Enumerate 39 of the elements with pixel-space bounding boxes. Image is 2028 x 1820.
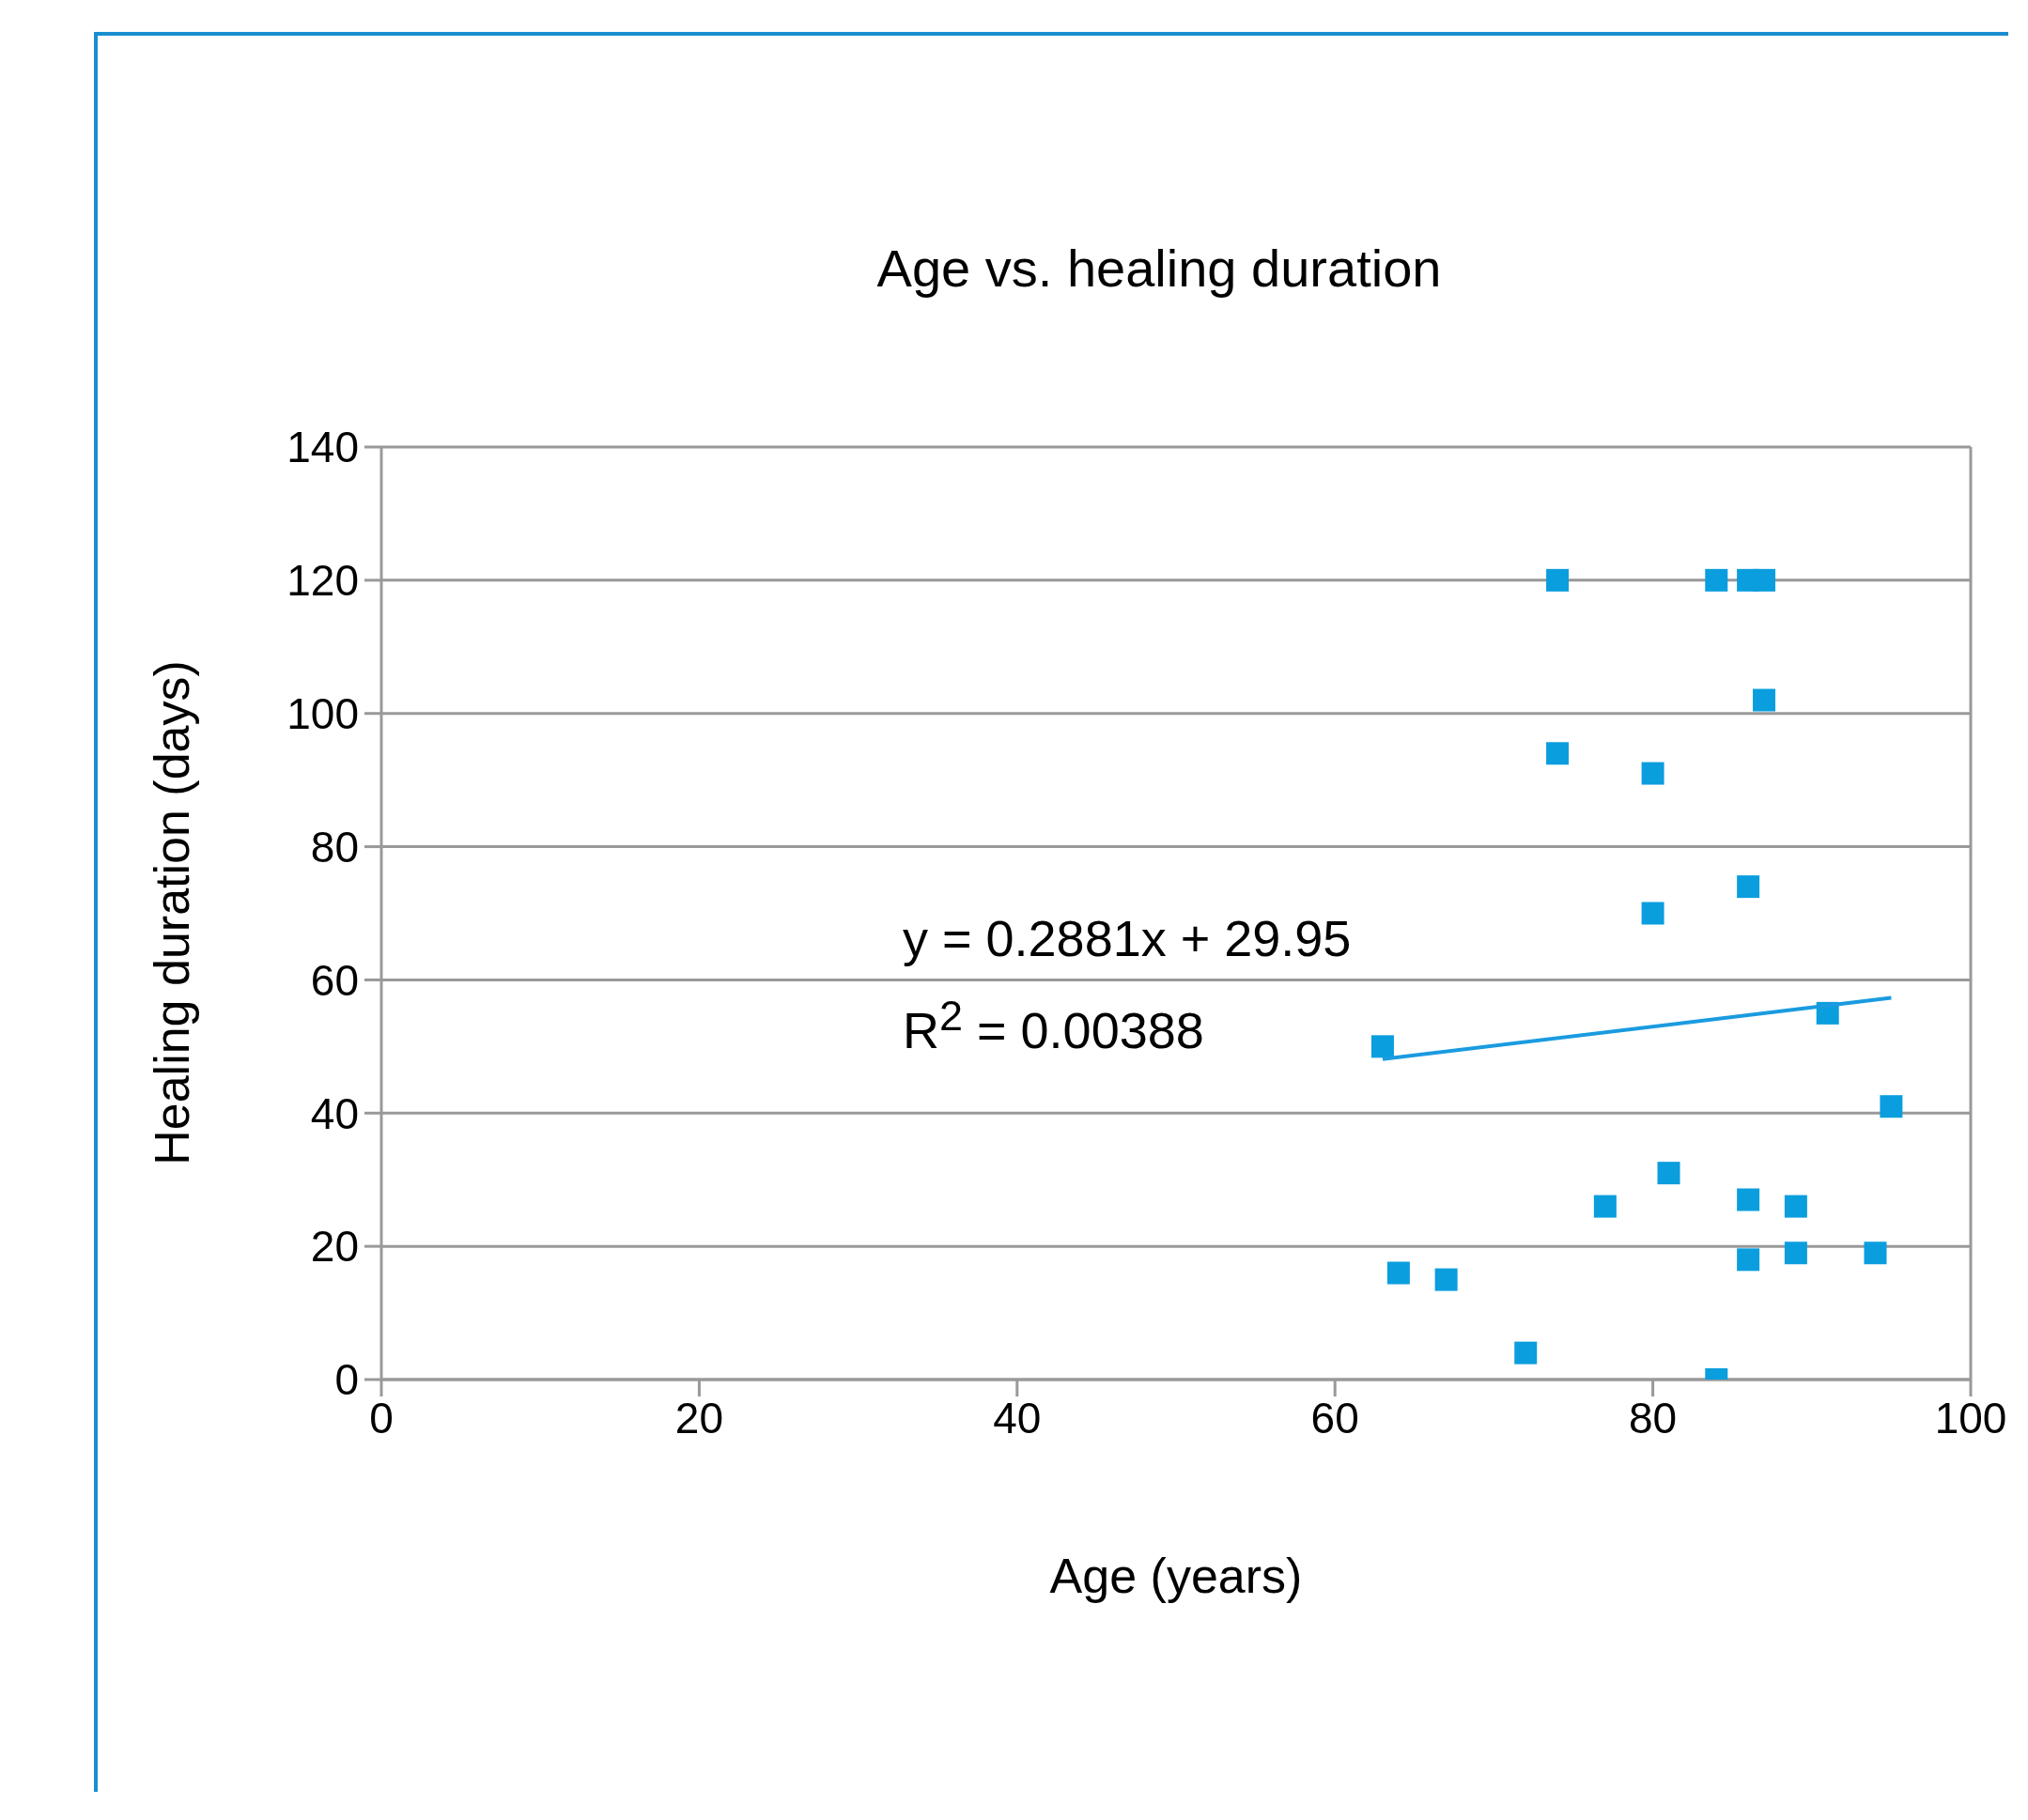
- x-tick-label: 60: [1310, 1393, 1359, 1442]
- point: [1864, 1242, 1887, 1265]
- point: [1546, 742, 1570, 765]
- point: [1784, 1195, 1807, 1218]
- annotation: R$^{2}$ = 0.00388: [903, 992, 1204, 1059]
- y-tick-label: 140: [286, 423, 359, 472]
- chart-title: Age vs. healing duration: [875, 238, 1443, 299]
- point: [1784, 1242, 1807, 1265]
- point: [1370, 1035, 1394, 1058]
- point: [1386, 1261, 1410, 1285]
- y-tick-label: 40: [310, 1088, 359, 1138]
- point: [1753, 688, 1776, 712]
- y-tick-label: 100: [286, 689, 359, 739]
- point: [1657, 1162, 1680, 1185]
- x-tick-label: 80: [1629, 1393, 1678, 1442]
- point: [1880, 1095, 1903, 1118]
- point: [1514, 1341, 1538, 1365]
- y-tick-label: 80: [310, 822, 359, 871]
- point: [1641, 762, 1664, 785]
- x-tick-label: 20: [674, 1393, 723, 1442]
- x-tick-label: 0: [369, 1393, 394, 1442]
- y-tick-label: 60: [310, 955, 359, 1005]
- x-tick-label: 40: [993, 1393, 1042, 1442]
- y-tick-label: 120: [286, 556, 359, 606]
- x-tick-label: 100: [1934, 1393, 2007, 1442]
- point: [1737, 1188, 1760, 1211]
- point: [1593, 1195, 1617, 1218]
- y-tick-label: 20: [310, 1222, 359, 1272]
- point: [1434, 1268, 1458, 1291]
- point: [1737, 1248, 1760, 1272]
- y-tick-label: 0: [334, 1355, 359, 1405]
- x-axis-title: Age (years): [1048, 1548, 1304, 1604]
- y-axis-title: Healing duration (days): [144, 659, 200, 1167]
- point: [1546, 568, 1570, 592]
- point: [1705, 568, 1728, 592]
- annotation: y = 0.2881x + 29.95: [903, 909, 1352, 967]
- point: [1737, 875, 1760, 899]
- point: [1641, 902, 1664, 925]
- point: [1753, 568, 1776, 592]
